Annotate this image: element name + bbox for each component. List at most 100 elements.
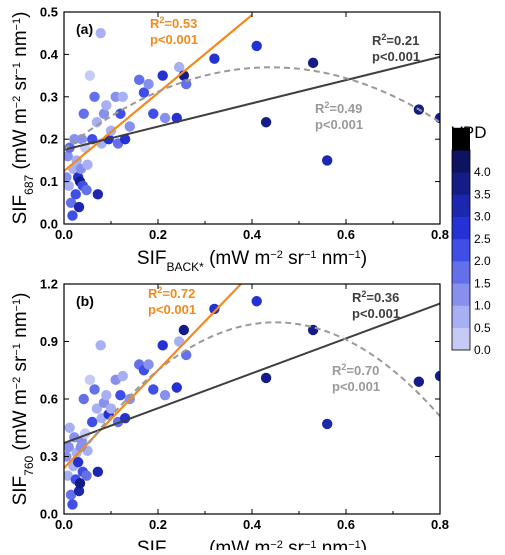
colorbar-tick-label: 0.0 xyxy=(474,343,491,357)
fit-line-quadratic xyxy=(82,321,440,452)
data-point xyxy=(181,78,192,90)
x-tick-label: 0.2 xyxy=(149,517,167,532)
y-tick-label: 0.6 xyxy=(40,392,58,407)
data-point xyxy=(178,324,190,336)
x-tick-label: 0.6 xyxy=(337,227,355,242)
fit-line-quadratic xyxy=(64,66,440,151)
colorbar-swatch xyxy=(452,150,470,173)
data-point xyxy=(157,340,168,351)
data-point xyxy=(157,70,168,81)
fit-lines xyxy=(64,284,440,469)
y-tick-label: 0.3 xyxy=(40,449,58,464)
data-point xyxy=(117,370,128,382)
data-point xyxy=(73,201,85,213)
data-point xyxy=(74,478,86,489)
fit-p-label: p<0.001 xyxy=(352,306,400,321)
data-point xyxy=(73,485,85,497)
data-point xyxy=(143,359,154,370)
data-point xyxy=(95,340,106,351)
data-point xyxy=(434,370,440,382)
x-tick-label: 0.8 xyxy=(431,517,449,532)
colorbar-swatch xyxy=(452,261,470,284)
data-point xyxy=(134,74,145,86)
data-point xyxy=(260,117,272,128)
colorbar-tick-label: 3.5 xyxy=(474,187,491,201)
y-axis-label: SIF687 (mW m−2 sr−1 nm−1) xyxy=(10,12,36,225)
fit-line-linear xyxy=(64,302,440,445)
y-tick-label: 1.2 xyxy=(40,277,58,292)
data-point xyxy=(92,189,104,200)
y-tick-label: 0.5 xyxy=(40,5,58,20)
data-point xyxy=(84,374,96,386)
colorbar-swatch xyxy=(452,283,470,306)
panel-b: R2=0.72p<0.001R2=0.36p<0.001R2=0.70p<0.0… xyxy=(10,277,449,555)
fit-p-label: p<0.001 xyxy=(332,379,380,394)
colorbar-frame xyxy=(451,149,471,351)
data-point xyxy=(69,134,80,145)
data-point xyxy=(138,87,150,98)
fit-r2-label: R2=0.53 xyxy=(150,15,197,31)
fit-r2-label: R2=0.49 xyxy=(315,100,362,116)
colorbar-swatch xyxy=(452,172,470,195)
x-tick-label: 0.0 xyxy=(55,227,73,242)
y-tick-label: 0.3 xyxy=(40,89,58,104)
data-point xyxy=(92,466,104,478)
data-point xyxy=(173,61,185,73)
colorbar-swatch xyxy=(452,327,470,351)
colorbar: 0.0 0.5 1.0 1.5 2.0 2.5 3.0 3.5 4.0 VPD xyxy=(452,123,491,357)
colorbar-tick-label: 1.0 xyxy=(474,299,491,313)
data-point xyxy=(89,91,100,103)
colorbar-swatch xyxy=(452,127,470,151)
data-point xyxy=(65,197,77,208)
colorbar-title: VPD xyxy=(452,123,487,142)
data-point xyxy=(91,403,103,414)
x-axis-label: SIFBACK* (mW m−2 sr−1 nm−1) xyxy=(137,538,367,550)
data-point xyxy=(148,108,159,119)
data-point xyxy=(81,184,92,196)
fit-r2-label: R2=0.72 xyxy=(148,285,195,301)
data-point xyxy=(115,389,126,401)
data-point xyxy=(307,57,319,69)
fit-r2-label: R2=0.70 xyxy=(332,362,379,378)
data-point xyxy=(322,418,333,430)
panel-label: (b) xyxy=(76,293,94,309)
data-point xyxy=(105,403,117,414)
data-point xyxy=(64,172,72,183)
data-point xyxy=(101,100,112,111)
data-point xyxy=(87,416,98,428)
data-point xyxy=(78,108,89,119)
colorbar-tick-label: 2.5 xyxy=(474,232,491,246)
data-point xyxy=(82,159,93,170)
x-tick-label: 0.4 xyxy=(243,227,262,242)
fit-r2-label: R2=0.36 xyxy=(352,289,399,305)
data-point xyxy=(101,389,112,401)
fit-lines xyxy=(64,14,440,172)
data-point xyxy=(251,296,262,307)
data-point xyxy=(143,78,154,90)
data-point xyxy=(148,384,159,395)
colorbar-tick-label: 3.0 xyxy=(474,210,491,224)
data-point xyxy=(72,457,84,468)
data-point xyxy=(76,134,88,145)
data-point xyxy=(117,91,128,103)
data-point xyxy=(209,53,220,64)
fit-r2-label: R2=0.21 xyxy=(372,32,419,48)
data-point xyxy=(95,28,106,39)
fit-p-label: p<0.001 xyxy=(150,32,198,47)
data-point xyxy=(64,422,75,433)
data-point xyxy=(67,499,78,510)
data-point xyxy=(70,189,81,200)
data-point xyxy=(98,108,110,119)
data-point xyxy=(91,117,103,128)
data-point xyxy=(251,40,262,52)
y-tick-label: 0.2 xyxy=(40,132,58,147)
colorbar-swatch xyxy=(452,305,470,329)
data-point xyxy=(64,180,74,192)
data-point xyxy=(89,384,100,395)
data-point xyxy=(413,376,425,387)
y-axis-label: SIF760 (mW m−2 sr−1 nm−1) xyxy=(10,293,36,506)
data-points xyxy=(64,296,440,510)
x-tick-label: 0.8 xyxy=(431,227,449,242)
data-point xyxy=(159,389,171,401)
